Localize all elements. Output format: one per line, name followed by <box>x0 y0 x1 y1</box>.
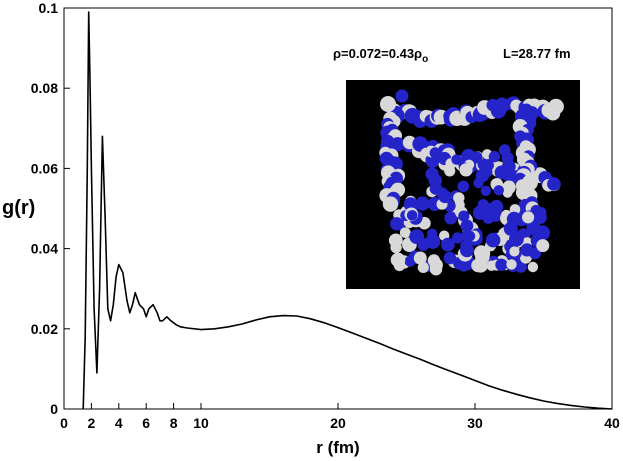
x-tick-label: 4 <box>115 415 123 431</box>
inset-sphere <box>487 207 503 222</box>
y-tick-label: 0.1 <box>39 0 59 16</box>
y-tick-label: 0.04 <box>31 241 58 257</box>
inset-sphere <box>451 232 464 244</box>
inset-sphere <box>409 229 425 245</box>
inset-sphere <box>493 185 504 196</box>
y-axis-title: g(r) <box>2 197 35 219</box>
inset-sphere <box>382 196 399 212</box>
inset-sphere <box>533 210 547 224</box>
x-tick-label: 8 <box>170 415 178 431</box>
y-tick-label: 0 <box>50 401 58 417</box>
inset-sphere <box>522 211 535 224</box>
inset-sphere <box>527 261 539 273</box>
inset-sphere <box>480 185 491 196</box>
inset-sphere <box>460 243 474 258</box>
inset-sphere <box>425 234 441 249</box>
inset-sphere <box>486 260 497 271</box>
inset-sphere <box>529 247 542 260</box>
inset-sphere <box>503 221 518 236</box>
inset-sphere <box>488 150 501 163</box>
y-tick-label: 0.08 <box>31 80 58 96</box>
inset-sphere <box>506 259 517 270</box>
inset-sphere <box>438 190 452 204</box>
x-tick-label: 40 <box>604 415 620 431</box>
inset-sphere <box>395 89 409 103</box>
inset-sphere <box>471 258 485 273</box>
inset-sphere <box>536 239 550 253</box>
x-tick-label: 30 <box>467 415 483 431</box>
annotation-density: ρ=0.072=0.43ρo <box>333 46 428 65</box>
inset-sphere <box>495 258 508 271</box>
axis-tick-labels: 0 2 4 6 8 10 20 30 40 0 0.02 0.04 0.06 0.08 0.1 <box>31 0 620 431</box>
inset-image <box>346 80 580 289</box>
inset-sphere <box>470 151 483 164</box>
inset-sphere <box>509 246 520 257</box>
inset-sphere <box>406 210 418 221</box>
inset-sphere <box>453 192 465 204</box>
x-tick-label: 6 <box>142 415 150 431</box>
inset-sphere <box>417 239 429 251</box>
inset-sphere <box>425 167 439 181</box>
inset-sphere <box>413 251 427 265</box>
annotation-density-subscript: o <box>422 54 428 65</box>
inset-sphere <box>485 232 501 248</box>
inset-sphere <box>458 210 470 222</box>
inset-sphere <box>459 163 473 177</box>
inset-sphere <box>441 237 455 252</box>
inset-sphere <box>547 177 561 191</box>
inset-sphere <box>415 196 430 211</box>
inset-spheres <box>379 89 564 276</box>
inset-sphere <box>502 187 513 198</box>
inset-sphere <box>380 96 396 112</box>
inset-sphere <box>404 255 416 267</box>
inset-sphere <box>535 225 551 241</box>
inset-sphere <box>460 219 474 233</box>
inset-sphere <box>429 147 441 159</box>
inset-sphere <box>477 199 489 211</box>
inset-sphere <box>464 230 476 242</box>
inset-sphere <box>498 144 511 156</box>
x-axis-title: r (fm) <box>316 438 359 457</box>
x-tick-label: 2 <box>88 415 96 431</box>
inset-sphere <box>457 180 470 193</box>
y-tick-label: 0.02 <box>31 321 58 337</box>
inset-sphere <box>390 252 406 268</box>
inset-sphere <box>501 159 516 174</box>
inset-sphere <box>427 254 441 267</box>
inset-sphere <box>399 227 411 239</box>
x-tick-label: 0 <box>60 415 68 431</box>
inset-sphere <box>444 211 458 225</box>
inset-sphere <box>429 182 443 195</box>
annotation-density-text: ρ=0.072=0.43ρ <box>333 46 422 61</box>
series-line <box>82 11 613 410</box>
axis-ticks <box>63 7 613 410</box>
inset-sphere <box>548 98 564 115</box>
inset-sphere <box>443 251 457 265</box>
x-tick-label: 20 <box>330 415 346 431</box>
inset-sphere <box>451 154 462 165</box>
inset-sphere <box>390 241 402 254</box>
inset-sphere <box>476 246 491 261</box>
inset-sphere <box>390 217 404 231</box>
y-tick-label: 0.06 <box>31 160 58 176</box>
inset-sphere <box>476 169 490 182</box>
annotation-box-length: L=28.77 fm <box>503 46 571 61</box>
inset-sphere <box>417 261 429 273</box>
x-tick-label: 10 <box>193 415 209 431</box>
